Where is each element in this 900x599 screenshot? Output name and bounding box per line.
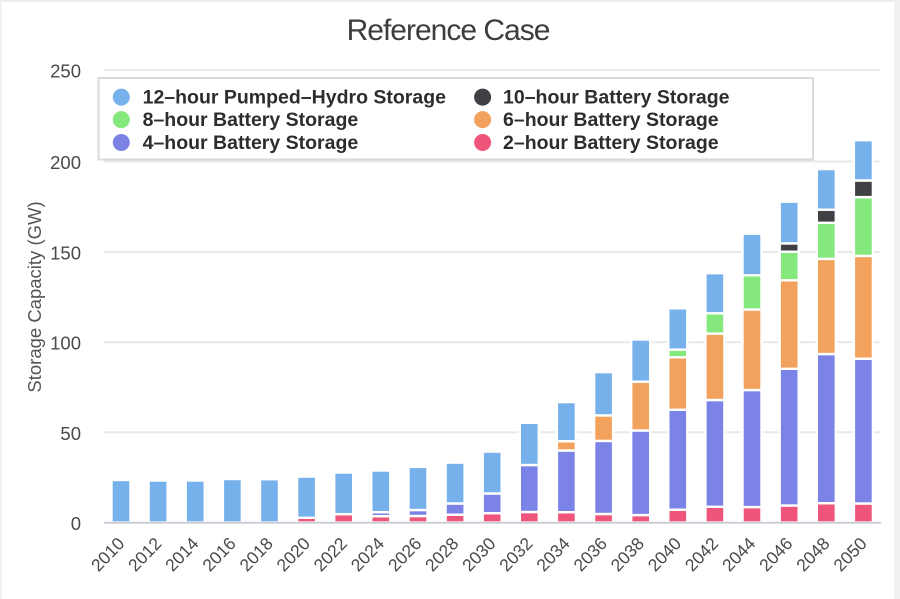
svg-text:100: 100: [50, 333, 81, 354]
svg-text:6–hour Battery Storage: 6–hour Battery Storage: [503, 109, 719, 131]
svg-text:0: 0: [71, 513, 81, 534]
svg-text:8–hour Battery Storage: 8–hour Battery Storage: [143, 109, 359, 131]
svg-text:50: 50: [60, 423, 81, 444]
svg-text:10–hour Battery Storage: 10–hour Battery Storage: [503, 87, 730, 109]
svg-text:150: 150: [50, 243, 81, 264]
svg-text:2–hour Battery Storage: 2–hour Battery Storage: [503, 132, 719, 154]
svg-text:Storage Capacity (GW): Storage Capacity (GW): [24, 201, 45, 392]
svg-text:Reference Case: Reference Case: [347, 14, 550, 47]
svg-text:200: 200: [50, 152, 81, 173]
svg-text:12–hour Pumped–Hydro Storage: 12–hour Pumped–Hydro Storage: [143, 87, 447, 109]
svg-text:250: 250: [50, 61, 81, 82]
svg-text:4–hour Battery Storage: 4–hour Battery Storage: [143, 132, 359, 154]
